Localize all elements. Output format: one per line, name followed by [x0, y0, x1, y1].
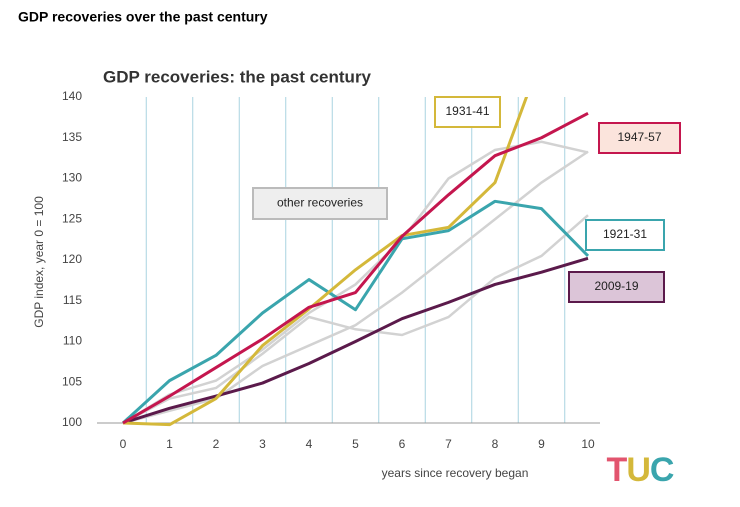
x-tick-label: 0	[120, 437, 127, 451]
series-line	[121, 199, 590, 425]
x-axis-label: years since recovery began	[382, 466, 529, 480]
logo-letter: U	[626, 451, 650, 489]
legend-label-box	[434, 96, 501, 128]
other-line	[122, 140, 589, 425]
legend-label-box	[598, 122, 681, 154]
logo-letter: T	[607, 451, 628, 489]
x-tick-label: 3	[259, 437, 266, 451]
x-tick-label: 7	[445, 437, 452, 451]
x-tick-label: 5	[352, 437, 359, 451]
chart-title: GDP recoveries: the past century	[103, 67, 372, 86]
legend-label: 1921-31	[603, 227, 647, 241]
x-tick-label: 9	[538, 437, 545, 451]
x-tick-label: 4	[306, 437, 313, 451]
x-tick-label: 6	[399, 437, 406, 451]
x-tick-label: 10	[581, 437, 595, 451]
logo-letter: C	[650, 451, 674, 489]
legend-label: 1931-41	[445, 104, 489, 118]
other-label-box	[252, 187, 388, 220]
y-tick-label: 120	[62, 252, 82, 266]
page-title: GDP recoveries over the past century	[18, 9, 268, 25]
y-tick-label: 110	[63, 334, 82, 348]
y-tick-label: 125	[62, 211, 82, 225]
other-line	[122, 214, 589, 425]
series-line	[122, 97, 529, 427]
legend-label: 2009-19	[594, 279, 638, 293]
x-tick-label: 8	[492, 437, 499, 451]
legend-label-box	[585, 219, 665, 251]
y-tick-label: 130	[62, 171, 82, 185]
legend-label: 1947-57	[617, 130, 661, 144]
y-axis-label: GDP index, year 0 = 100	[32, 196, 46, 328]
y-tick-label: 100	[62, 415, 82, 429]
y-tick-label: 105	[62, 374, 82, 388]
y-tick-label: 140	[62, 89, 82, 103]
other-label: other recoveries	[277, 196, 363, 210]
y-tick-label: 115	[63, 293, 82, 307]
series-line	[122, 111, 589, 425]
other-line	[122, 150, 589, 425]
x-tick-label: 1	[166, 437, 173, 451]
y-tick-label: 135	[62, 130, 82, 144]
series-line	[122, 256, 589, 425]
legend-label-box	[568, 271, 665, 303]
logo: TUC	[607, 451, 674, 489]
x-tick-label: 2	[213, 437, 220, 451]
